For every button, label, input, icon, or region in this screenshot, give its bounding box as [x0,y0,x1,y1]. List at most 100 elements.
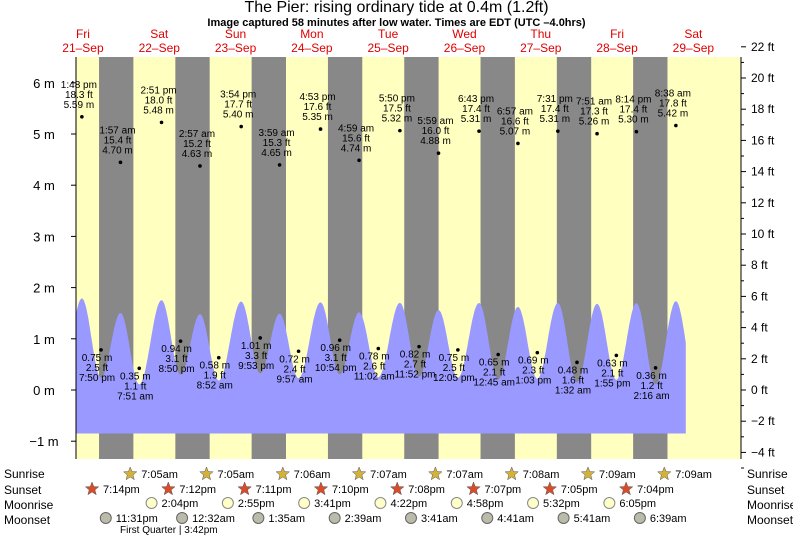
high-tide-ft: 17.4 ft [620,105,648,116]
sunset-time: 7:10pm [332,484,369,496]
low-tide-time: 9:57 am [276,374,312,385]
low-tide-time: 8:52 am [197,381,233,392]
high-tide-point [516,141,520,146]
sunrise-label-right: Sunrise [747,467,788,481]
moonrise-time: 3:41pm [314,498,351,510]
low-tide-m: 0.69 m [518,356,549,367]
low-tide-m: 0.96 m [320,343,351,354]
right-tick-label: 16 ft [751,133,775,147]
low-tide-m: 0.48 m [558,365,589,376]
high-tide-ft: 17.4 ft [541,104,569,115]
low-tide-m: 0.58 m [199,361,230,372]
right-tick-label: 10 ft [751,227,775,241]
sunset-icon [542,481,558,496]
left-tick-label: 5 m [33,127,55,142]
day-date: 29–Sep [673,41,715,55]
high-tide-point [198,164,202,168]
low-tide-ft: 2.6 ft [363,361,385,372]
sunset-icon [389,481,405,496]
high-tide-time: 5:59 am [417,116,453,127]
low-tide-ft: 2.5 ft [86,363,108,374]
low-tide-m: 1.01 m [241,341,272,352]
tide-area [76,298,686,434]
right-tick-label: −2 ft [751,414,775,428]
left-tick-label: 4 m [33,178,55,193]
moonset-icon [633,512,646,524]
right-tick-label: 0 ft [751,383,768,397]
sunset-icon [466,481,481,496]
low-tide-point [376,346,381,351]
high-tide-ft: 17.8 ft [659,98,687,109]
sunset-icon [237,481,252,496]
moonrise-label-right: Moonrise [747,498,793,512]
high-tide-m: 5.48 m [143,105,174,116]
high-tide-ft: 18.3 ft [65,90,93,101]
sunset-time: 7:11pm [256,484,292,496]
low-tide-time: 7:50 pm [79,373,115,384]
low-tide-ft: 2.7 ft [404,360,426,371]
moonset-time: 4:41am [497,513,534,525]
low-tide-time: 2:16 am [634,391,670,402]
high-tide-ft: 17.4 ft [462,104,490,115]
moonset-label-left: Moonset [4,513,51,527]
moon-phase-label: First Quarter | 3:42pm [120,525,218,536]
sunrise-icon [656,466,672,481]
left-tick-label: −1 m [29,434,58,449]
moonset-time: 11:31pm [116,513,158,525]
sunrise-icon [580,466,596,481]
sunrise-icon [428,466,443,481]
right-tick-label: 22 ft [751,40,775,54]
high-tide-time: 4:59 am [338,123,374,134]
low-tide-time: 1:03 pm [515,376,551,387]
day-date: 28–Sep [596,41,638,55]
low-tide-m: 0.36 m [636,371,667,382]
sunrise-icon [199,466,214,481]
high-tide-m: 5.35 m [302,112,333,123]
moonrise-icon [374,497,387,509]
right-tick-label: 18 ft [751,102,775,116]
sunset-icon [618,481,634,496]
low-tide-point [417,344,421,349]
low-tide-point [575,360,579,365]
moonrise-time: 2:55pm [238,498,275,510]
high-tide-point [159,120,164,125]
moonset-icon [404,512,417,524]
low-tide-ft: 1.1 ft [124,381,146,392]
low-tide-m: 0.72 m [279,354,310,365]
high-tide-point [595,131,599,136]
day-date: 21–Sep [62,41,104,55]
low-tide-m: 0.65 m [479,357,510,368]
low-tide-point [456,348,460,352]
high-tide-point [634,129,639,134]
high-tide-ft: 17.7 ft [224,100,252,111]
right-tick-label: 6 ft [751,289,768,303]
low-tide-m: 0.82 m [400,350,431,361]
moonset-time: 1:35am [268,513,305,525]
moonrise-time: 4:58pm [467,498,504,510]
left-tick-label: 2 m [33,281,55,296]
moonset-icon [252,512,265,524]
moonset-icon [99,512,112,524]
high-tide-ft: 15.3 ft [263,138,291,149]
high-tide-time: 7:51 am [576,97,612,108]
sunset-time: 7:04pm [637,484,674,496]
sun-moon-events: 7:05am 7:05am 7:06am 7:07am 7:07am 7:08am 7:09… [84,466,712,536]
low-tide-ft: 3.1 ft [325,353,347,364]
high-tide-time: 3:59 am [258,128,294,139]
high-tide-point [357,158,361,163]
low-tide-ft: 3.3 ft [245,351,267,362]
low-tide-ft: 2.1 ft [601,368,623,379]
left-tick-label: 1 m [33,332,55,347]
sunset-label-left: Sunset [4,483,42,497]
high-tide-m: 4.74 m [341,143,372,154]
moonrise-label-left: Moonrise [4,498,54,512]
sunrise-time: 7:06am [294,469,331,481]
low-tide-time: 9:53 pm [238,361,274,372]
sunrise-icon [122,466,138,481]
day-name: Sun [225,27,246,41]
high-tide-time: 4:53 pm [299,92,335,103]
moonset-icon [481,512,494,524]
right-tick-label: −4 ft [751,445,775,459]
sunset-time: 7:14pm [103,484,140,496]
